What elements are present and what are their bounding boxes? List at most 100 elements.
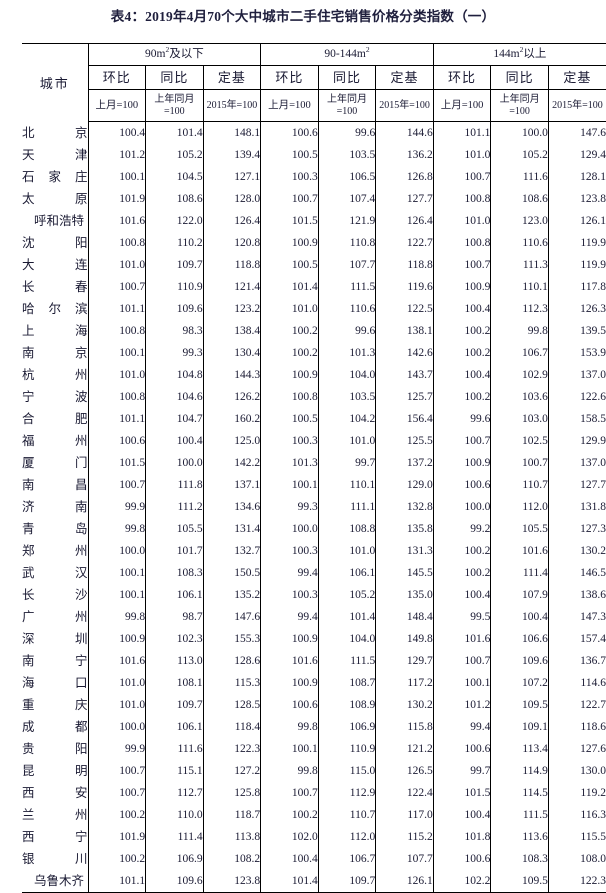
price-index-cell: 111.8 (145, 474, 204, 496)
price-index-cell: 129.7 (375, 650, 434, 672)
table-row: 银川 100.2 106.9 108.2 100.4 106.7 107.7 100.6 108… (22, 848, 606, 870)
price-index-cell: 101.6 (490, 540, 549, 562)
price-index-cell: 100.1 (432, 672, 491, 694)
price-index-cell: 121.4 (202, 276, 261, 298)
price-index-cell: 118.4 (202, 716, 261, 738)
price-index-cell: 100.5 (260, 408, 319, 430)
city-name-cell: 宁波 (22, 386, 89, 408)
price-index-cell: 132.8 (375, 496, 434, 518)
table-row: 深圳 100.9 102.3 155.3 100.9 104.0 149.8 101.6 106… (22, 628, 606, 650)
price-index-cell: 135.2 (202, 584, 261, 606)
table-row: 南京 100.1 99.3 130.4 100.2 101.3 142.6 100.2 106.… (22, 342, 606, 364)
price-index-cell: 119.9 (547, 232, 606, 254)
price-index-cell: 99.7 (432, 760, 491, 782)
price-index-cell: 99.8 (260, 760, 319, 782)
price-index-cell: 118.6 (547, 716, 606, 738)
price-index-cell: 108.6 (490, 188, 549, 210)
price-index-cell: 122.3 (202, 738, 261, 760)
city-name-cell: 大连 (22, 254, 89, 276)
price-index-cell: 131.3 (375, 540, 434, 562)
price-index-cell: 139.4 (202, 144, 261, 166)
price-index-cell: 101.9 (119, 193, 146, 205)
price-index-cell: 130.4 (202, 342, 261, 364)
price-index-cell: 108.1 (145, 672, 204, 694)
price-index-cell: 135.0 (375, 584, 434, 606)
city-name-cell: 呼和浩特 (22, 210, 89, 232)
price-index-cell: 126.4 (202, 210, 261, 232)
price-index-cell: 119.2 (547, 782, 606, 804)
price-index-cell: 100.3 (260, 166, 319, 188)
price-index-cell: 153.9 (547, 342, 606, 364)
price-index-cell: 158.5 (547, 408, 606, 430)
price-index-cell: 160.2 (202, 408, 261, 430)
table-row: 南昌 100.7 111.8 137.1 100.1 110.1 129.0 100.6 110… (22, 474, 606, 496)
header-base-g0-mom: 上月=100 (88, 89, 146, 122)
price-index-cell: 110.6 (317, 298, 376, 320)
price-index-cell: 126.1 (375, 870, 434, 893)
city-name-cell: 济南 (22, 496, 89, 518)
price-index-cell: 150.5 (202, 562, 261, 584)
price-index-cell: 101.6 (432, 628, 491, 650)
price-index-cell: 102.3 (145, 628, 204, 650)
price-index-cell: 115.1 (145, 760, 204, 782)
price-index-cell: 99.9 (124, 743, 146, 755)
table-row: 福州 100.6 100.4 125.0 100.3 101.0 125.5 100.7 102… (22, 430, 606, 452)
price-index-cell: 107.4 (317, 188, 376, 210)
price-index-cell: 110.7 (490, 474, 549, 496)
price-index-cell: 115.8 (375, 716, 434, 738)
price-index-cell: 100.5 (260, 144, 319, 166)
price-index-cell: 134.6 (202, 496, 261, 518)
price-index-cell: 99.6 (432, 408, 491, 430)
price-index-cell: 100.2 (432, 540, 491, 562)
header-group-1-sup: 2 (365, 45, 370, 55)
price-index-cell: 142.2 (202, 452, 261, 474)
city-name-cell: 沈阳 (22, 232, 89, 254)
header-base-g2-base: 2015年=100 (547, 89, 606, 122)
city-name-cell: 南京 (22, 342, 89, 364)
price-index-cell: 148.1 (202, 121, 261, 144)
price-index-cell: 123.8 (547, 188, 606, 210)
price-index-cell: 102.9 (490, 364, 549, 386)
price-index-cell: 100.9 (260, 628, 319, 650)
price-index-cell: 103.5 (317, 144, 376, 166)
price-index-cell: 104.0 (317, 628, 376, 650)
price-index-cell: 100.6 (260, 694, 319, 716)
price-index-cell: 113.0 (145, 650, 204, 672)
table-row: 长沙 100.1 106.1 135.2 100.3 105.2 135.0 100.4 107… (22, 584, 606, 606)
price-index-cell: 145.5 (375, 562, 434, 584)
table-row: 天津 101.2 105.2 139.4 100.5 103.5 136.2 101.0 105… (22, 144, 606, 166)
price-index-cell: 149.8 (375, 628, 434, 650)
price-index-cell: 122.6 (547, 386, 606, 408)
price-index-cell: 125.0 (202, 430, 261, 452)
price-index-cell: 108.2 (202, 848, 261, 870)
table-row: 海口 101.0 108.1 115.3 100.9 108.7 117.2 100.1 107… (22, 672, 606, 694)
price-index-cell: 157.4 (547, 628, 606, 650)
price-index-cell: 108.3 (145, 562, 204, 584)
header-row-base: 上月=100 上年同月=100 2015年=100 上月=100 上年同月=10… (22, 89, 606, 122)
price-index-cell: 146.5 (547, 562, 606, 584)
price-index-cell: 101.0 (119, 699, 146, 711)
price-index-cell: 128.5 (202, 694, 261, 716)
price-index-cell: 138.1 (375, 320, 434, 342)
price-index-cell: 100.2 (260, 804, 319, 826)
price-index-cell: 107.2 (490, 672, 549, 694)
price-index-cell: 99.3 (145, 342, 204, 364)
table-row: 贵阳 99.9 111.6 122.3 100.1 110.9 121.2 100.6 113.… (22, 738, 606, 760)
price-index-cell: 113.8 (202, 826, 261, 848)
city-name-cell: 乌鲁木齐 (22, 870, 89, 893)
price-index-cell: 100.4 (432, 584, 491, 606)
price-index-cell: 100.6 (432, 474, 491, 496)
price-index-cell: 126.5 (375, 760, 434, 782)
price-index-cell: 100.2 (432, 342, 491, 364)
price-index-cell: 101.0 (119, 259, 146, 271)
city-name-cell: 重庆 (22, 694, 89, 716)
city-name-cell: 福州 (22, 430, 89, 452)
table-row: 广州 99.8 98.7 147.6 99.4 101.4 148.4 99.5 100.4 14… (22, 606, 606, 628)
price-index-cell: 100.9 (260, 232, 319, 254)
header-group-1: 90-144m2 (260, 43, 434, 66)
table-row: 厦门 101.5 100.0 142.2 101.3 99.7 137.2 100.9 100.… (22, 452, 606, 474)
price-index-cell: 101.1 (119, 303, 146, 315)
header-row-group: 城市 90m2及以下 90-144m2 144m2以上 (22, 43, 606, 122)
city-name-cell: 兰州 (22, 804, 89, 826)
price-index-cell: 147.3 (547, 606, 606, 628)
